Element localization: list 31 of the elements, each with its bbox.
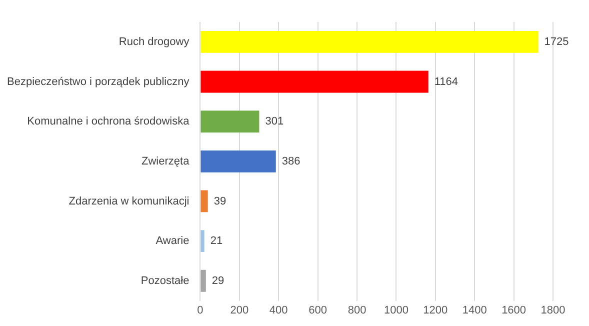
bar [200,190,208,212]
x-tick-label: 1000 [384,304,408,316]
data-label: 1164 [434,76,458,88]
y-tick-label: Bezpieczeństwo i porządek publiczny [6,76,190,88]
bar [200,110,260,133]
x-tick-label: 1600 [502,304,526,316]
x-tick-label: 800 [348,304,366,316]
data-label: 21 [210,235,223,248]
x-tick-label: 400 [269,304,288,316]
bar [200,270,206,292]
bar [200,70,428,93]
bar [200,230,204,252]
x-tick-label: 200 [230,304,249,316]
data-label: 1725 [544,36,569,48]
y-tick-label: Ruch drogowy [118,36,190,48]
y-tick-label: Zwierzęta [142,155,190,168]
x-tick-label: 1800 [540,304,566,316]
data-label: 301 [265,116,284,128]
x-tick-label: 0 [197,304,204,316]
data-label: 29 [212,274,224,287]
y-tick-label: Zdarzenia w komunikacji [68,195,190,208]
y-tick-label: Awarie [156,235,190,248]
bar [200,150,276,172]
x-tick-label: 1400 [462,304,487,316]
bar [200,30,538,53]
data-label: 39 [214,195,226,208]
y-tick-label: Pozostałe [140,274,190,287]
x-tick-label: 600 [308,304,327,316]
data-label: 386 [282,155,300,168]
y-tick-label: Komunalne i ochrona środowiska [27,116,190,128]
x-tick-label: 1200 [423,304,448,316]
